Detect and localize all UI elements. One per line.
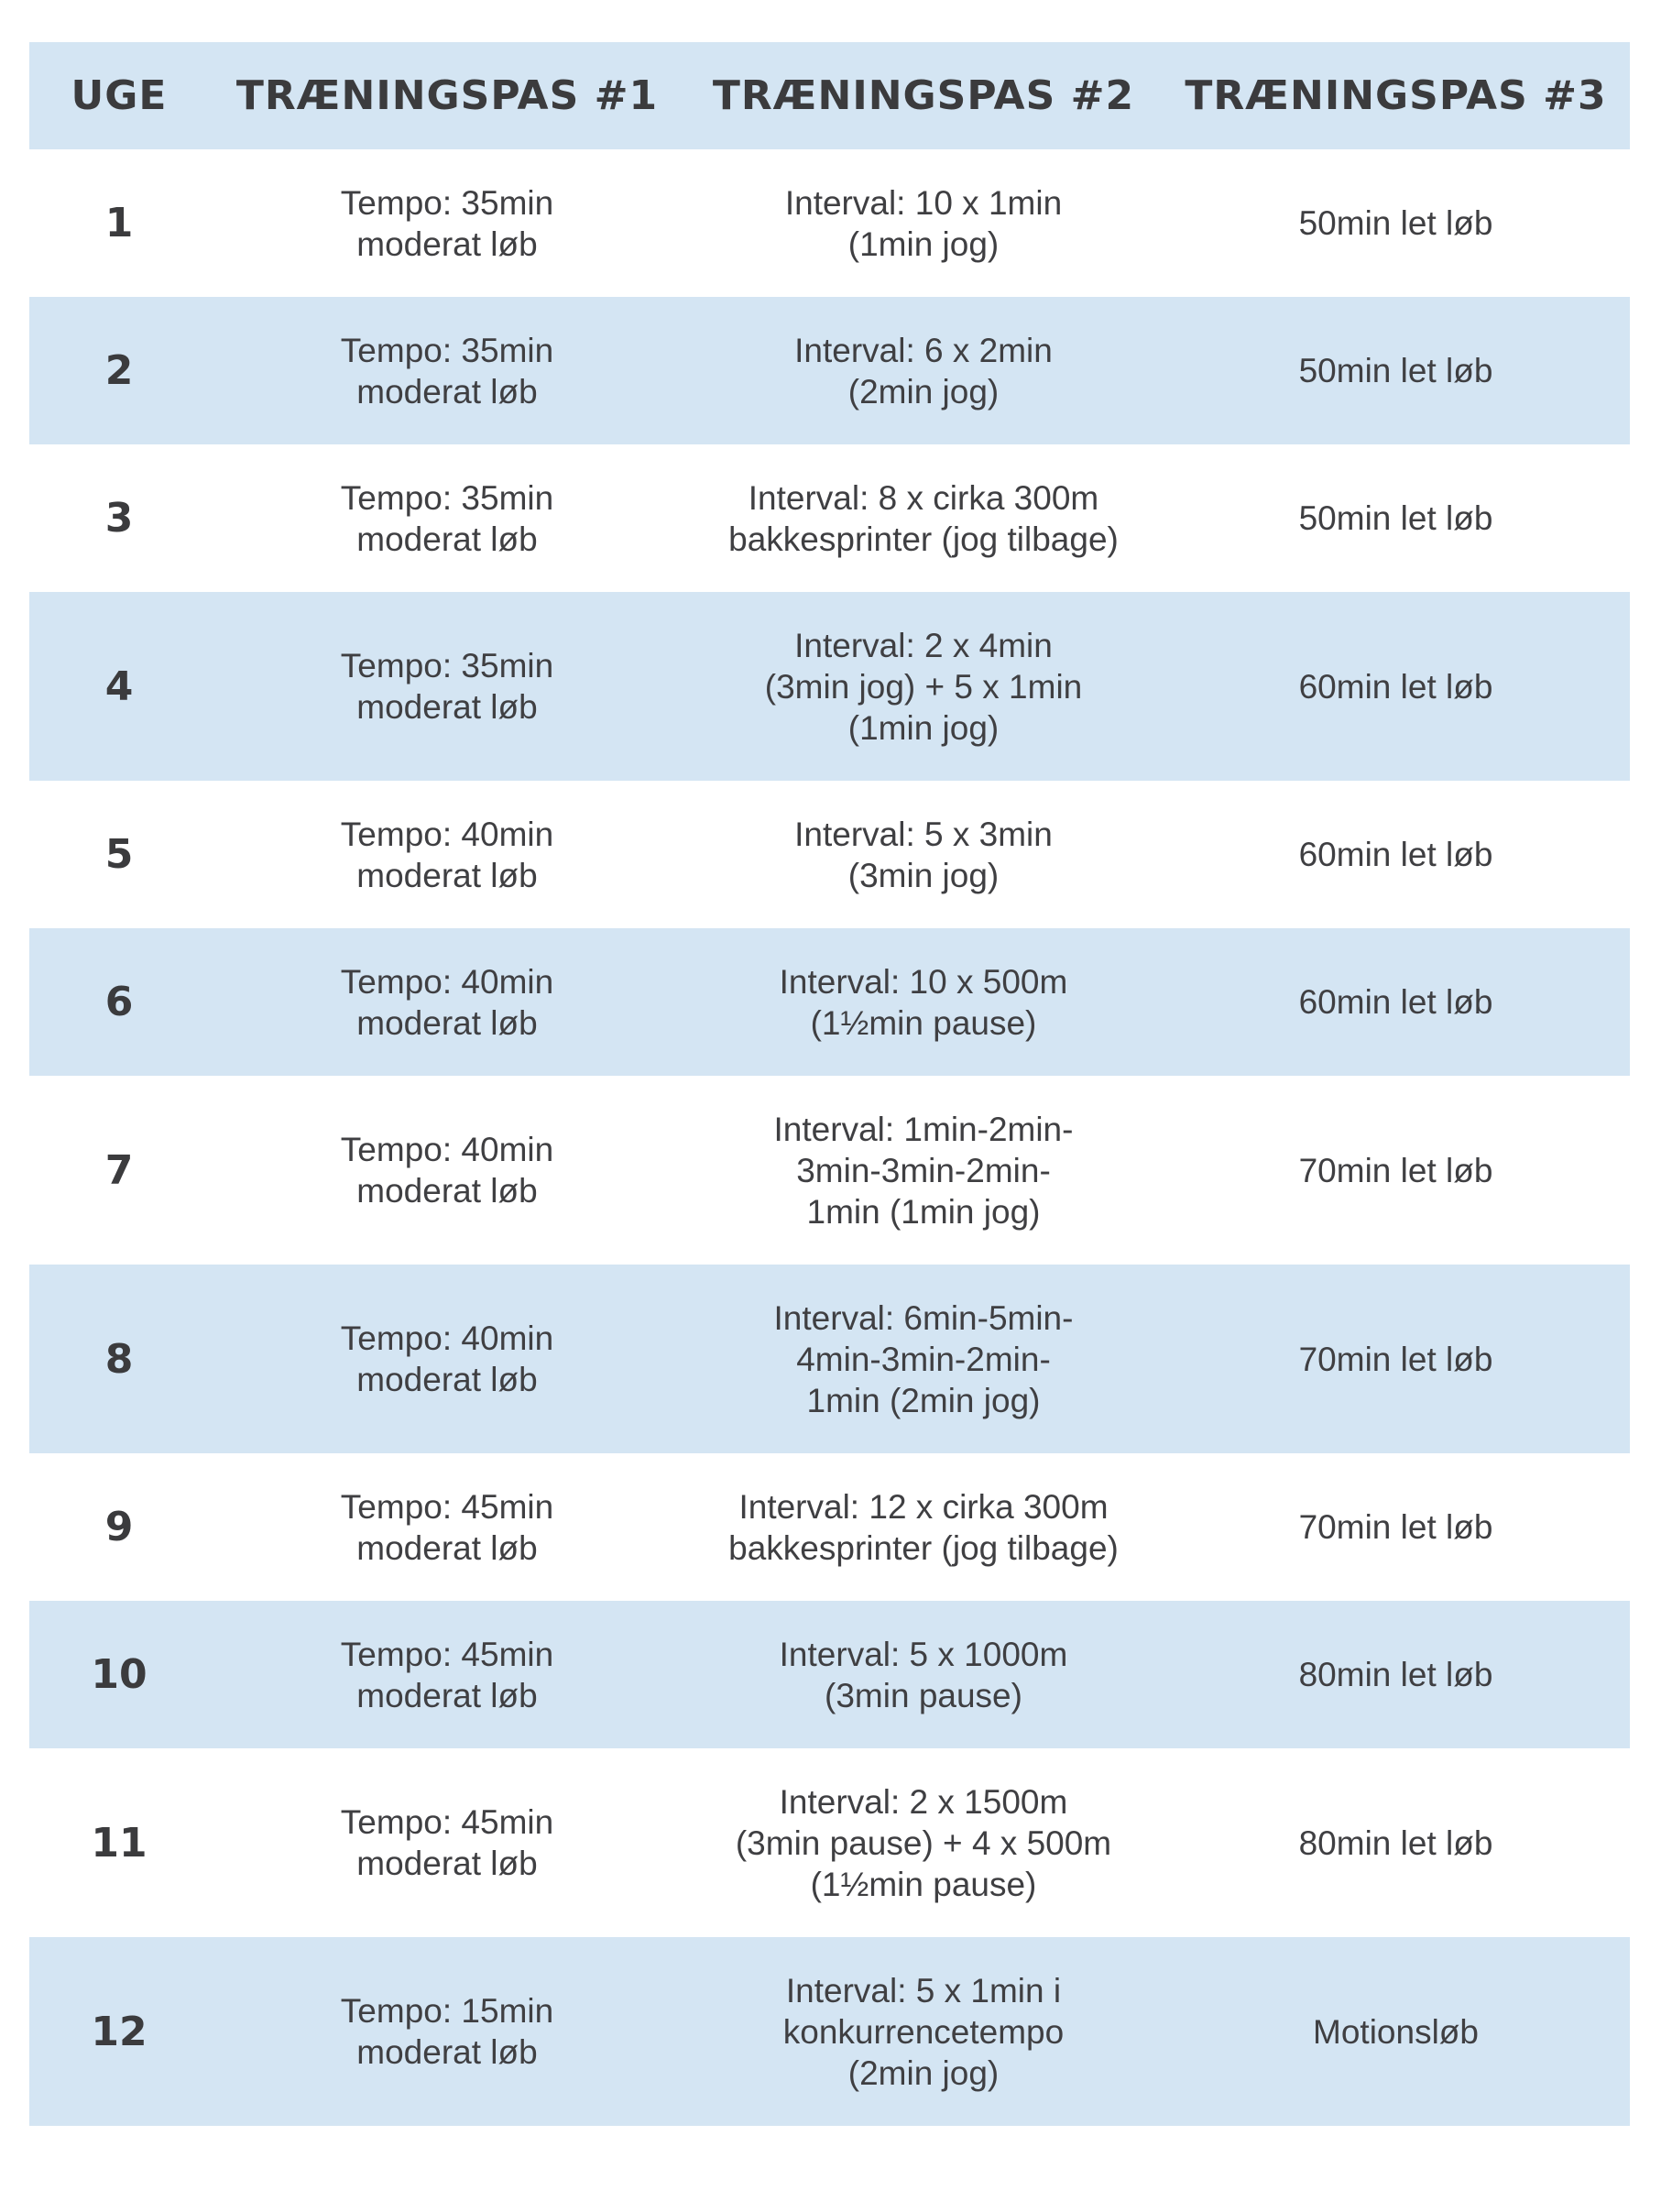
session-3-cell: 70min let løb xyxy=(1298,1508,1493,1546)
session-2-cell: Interval: 2 x 4min (3min jog) + 5 x 1min… xyxy=(764,626,1083,747)
week-cell: 4 xyxy=(104,663,134,710)
week-cell: 6 xyxy=(104,979,134,1025)
session-2-cell: Interval: 8 x cirka 300m bakkesprinter (… xyxy=(728,478,1119,558)
session-1-cell: Tempo: 40min moderat løb xyxy=(340,962,554,1042)
session-1-cell: Tempo: 35min moderat løb xyxy=(340,478,554,558)
session-2-cell: Interval: 10 x 1min (1min jog) xyxy=(784,183,1063,263)
session-1-cell: Tempo: 40min moderat løb xyxy=(340,1131,554,1210)
session-2-cell: Interval: 2 x 1500m (3min pause) + 4 x 5… xyxy=(735,1782,1112,1903)
session-3-cell: 70min let løb xyxy=(1298,1340,1493,1378)
table-row: 4 Tempo: 35min moderat løb Interval: 2 x 4… xyxy=(29,592,1630,781)
session-1-cell: Tempo: 35min moderat løb xyxy=(340,331,554,411)
table-row: 3 Tempo: 35min moderat løb Interval: 8 x c… xyxy=(29,444,1630,592)
session-3-cell: Motionsløb xyxy=(1313,2012,1479,2051)
table-row: 7 Tempo: 40min moderat løb Interval: 1min-… xyxy=(29,1076,1630,1265)
table-row: 9 Tempo: 45min moderat løb Interval: 12 x … xyxy=(29,1453,1630,1601)
session-3-cell: 50min let løb xyxy=(1298,352,1493,389)
session-2-cell: Interval: 1min-2min- 3min-3min-2min- 1mi… xyxy=(773,1110,1074,1231)
week-cell: 7 xyxy=(104,1146,134,1194)
session-1-cell: Tempo: 45min moderat løb xyxy=(340,1635,554,1714)
week-cell: 2 xyxy=(104,347,134,394)
table-row: 11 Tempo: 45min moderat løb Interval: 2 x … xyxy=(29,1748,1630,1937)
header-session-2: TRÆNINGSPAS #2 xyxy=(712,72,1135,119)
table-row: 12 Tempo: 15min moderat løb Interval: 5 x … xyxy=(29,1937,1630,2126)
session-3-cell: 50min let løb xyxy=(1298,499,1493,537)
header-session-3: TRÆNINGSPAS #3 xyxy=(1185,72,1607,119)
week-cell: 11 xyxy=(91,1819,148,1867)
session-2-cell: Interval: 12 x cirka 300m bakkesprinter … xyxy=(728,1487,1119,1567)
session-2-cell: Interval: 5 x 3min (3min jog) xyxy=(794,815,1053,894)
header-week: UGE xyxy=(71,72,168,119)
session-2-cell: Interval: 5 x 1min i konkurrencetempo (2… xyxy=(782,1971,1065,2092)
table-row: 5 Tempo: 40min moderat løb Interval: 5 x 3… xyxy=(29,781,1630,928)
week-cell: 12 xyxy=(91,2008,148,2055)
session-3-cell: 80min let løb xyxy=(1298,1823,1493,1862)
week-cell: 8 xyxy=(104,1335,134,1383)
header-session-1: TRÆNINGSPAS #1 xyxy=(235,72,659,119)
week-cell: 5 xyxy=(104,831,134,878)
week-cell: 9 xyxy=(104,1504,134,1550)
header-row: UGE TRÆNINGSPAS #1 TRÆNINGSPAS #2 TRÆNIN… xyxy=(29,42,1630,149)
session-2-cell: Interval: 5 x 1000m (3min pause) xyxy=(779,1635,1068,1714)
table-row: 1 Tempo: 35min moderat løb Interval: 10 x … xyxy=(29,149,1630,297)
session-1-cell: Tempo: 45min moderat løb xyxy=(340,1487,554,1567)
session-1-cell: Tempo: 40min moderat løb xyxy=(340,1320,554,1398)
session-1-cell: Tempo: 35min moderat løb xyxy=(340,183,554,263)
session-2-cell: Interval: 10 x 500m (1½min pause) xyxy=(779,962,1068,1042)
session-3-cell: 70min let løb xyxy=(1298,1151,1493,1189)
session-3-cell: 60min let løb xyxy=(1298,836,1493,873)
session-2-cell: Interval: 6 x 2min (2min jog) xyxy=(794,331,1053,411)
table-row: 10 Tempo: 45min moderat løb Interval: 5 x … xyxy=(29,1601,1630,1748)
session-1-cell: Tempo: 35min moderat løb xyxy=(340,647,554,726)
session-2-cell: Interval: 6min-5min- 4min-3min-2min- 1mi… xyxy=(773,1298,1074,1419)
session-3-cell: 80min let løb xyxy=(1298,1656,1493,1693)
session-1-cell: Tempo: 45min moderat løb xyxy=(340,1803,554,1882)
table-row: 6 Tempo: 40min moderat løb Interval: 10 x … xyxy=(29,928,1630,1076)
session-1-cell: Tempo: 40min moderat løb xyxy=(340,815,554,894)
session-1-cell: Tempo: 15min moderat løb xyxy=(340,1992,554,2071)
session-3-cell: 60min let løb xyxy=(1298,667,1493,706)
session-3-cell: 60min let løb xyxy=(1298,983,1493,1021)
training-schedule-table: UGE TRÆNINGSPAS #1 TRÆNINGSPAS #2 TRÆNIN… xyxy=(29,42,1630,2126)
session-3-cell: 50min let løb xyxy=(1298,204,1493,242)
table-row: 8 Tempo: 40min moderat løb Interval: 6min-… xyxy=(29,1265,1630,1453)
table-row: 2 Tempo: 35min moderat løb Interval: 6 x 2… xyxy=(29,297,1630,444)
week-cell: 1 xyxy=(104,200,134,246)
week-cell: 3 xyxy=(104,495,134,542)
week-cell: 10 xyxy=(91,1651,148,1698)
